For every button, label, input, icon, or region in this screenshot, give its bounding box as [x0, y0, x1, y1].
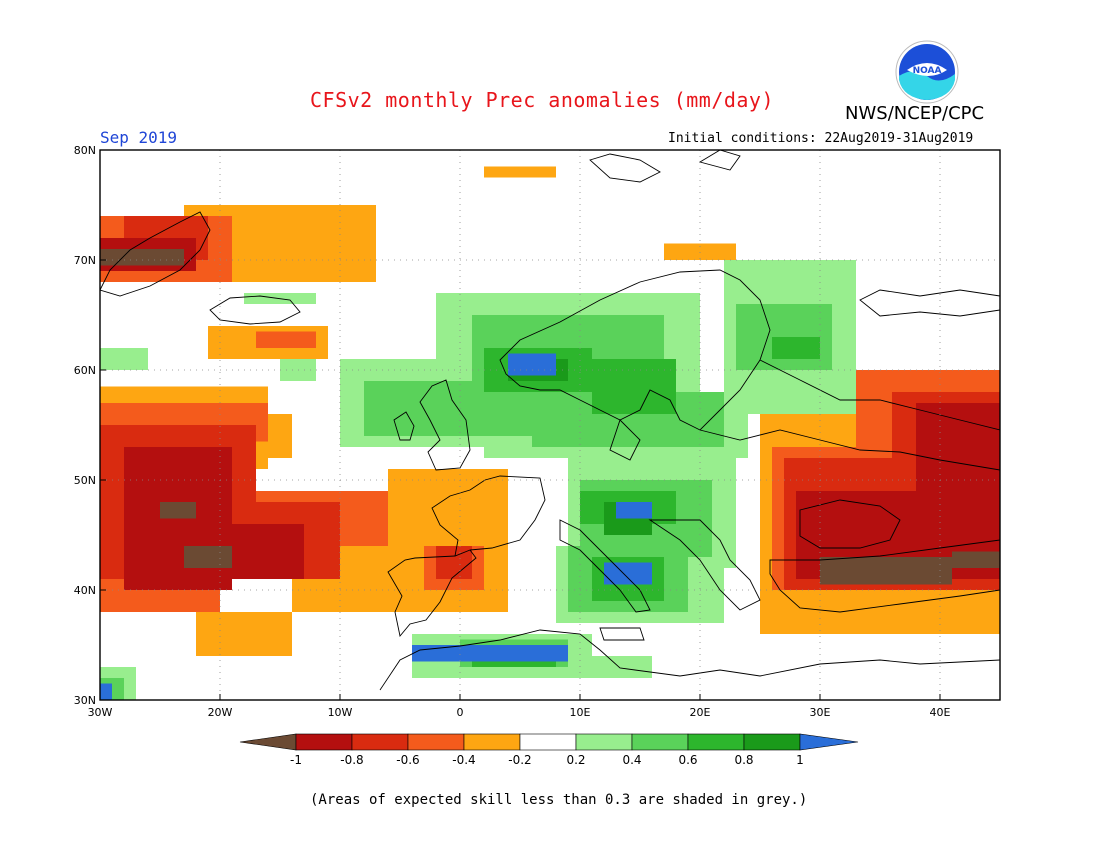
- legend-box: [575, 733, 633, 751]
- anomaly-cell-63: [508, 353, 556, 376]
- lon-tick-label: 20W: [208, 706, 233, 719]
- anomaly-cell-65: [604, 562, 652, 585]
- legend-label: 1: [796, 753, 804, 767]
- anomaly-regions: [100, 166, 1000, 700]
- anomaly-cell-35: [100, 348, 148, 370]
- legend-box: [743, 733, 801, 751]
- legend-label: 0.8: [734, 753, 753, 767]
- anomaly-cell-33: [820, 557, 952, 585]
- anomaly-cell-2: [196, 612, 292, 656]
- anomaly-cell-10: [856, 601, 904, 623]
- anomaly-cell-64: [616, 502, 652, 519]
- anomaly-cell-66: [412, 645, 568, 662]
- legend-label: -0.8: [340, 753, 363, 767]
- legend-box: [295, 733, 353, 751]
- legend-label: -0.2: [508, 753, 531, 767]
- legend-box: [407, 733, 465, 751]
- lon-tick-label: 30E: [810, 706, 831, 719]
- lat-tick-label: 40N: [74, 584, 96, 597]
- lon-tick-label: 40E: [930, 706, 951, 719]
- legend-label: 0.6: [678, 753, 697, 767]
- axis-ticks: 30W 20W 10W 0 10E 20E 30E 40E 80N 70N 60N 50N 40N 30N: [74, 144, 951, 719]
- lon-tick-label: 30W: [88, 706, 113, 719]
- legend-label: -0.6: [396, 753, 419, 767]
- legend-box: [463, 733, 521, 751]
- lat-tick-label: 80N: [74, 144, 96, 157]
- legend-label: 0.2: [566, 753, 585, 767]
- legend-arrow-high: [799, 733, 859, 751]
- lon-tick-label: 10E: [570, 706, 591, 719]
- legend-box: [631, 733, 689, 751]
- legend-label: 0.4: [622, 753, 641, 767]
- coastlines: [100, 150, 1000, 691]
- skill-footnote: (Areas of expected skill less than 0.3 a…: [310, 792, 808, 808]
- lon-tick-label: 20E: [690, 706, 711, 719]
- logo-text: NOAA: [913, 66, 942, 76]
- lon-tick-label: 0: [457, 706, 464, 719]
- graticule: [100, 150, 1000, 700]
- anomaly-cell-28: [916, 403, 1000, 491]
- anomaly-cell-57: [772, 337, 820, 359]
- anomaly-cell-31: [160, 502, 196, 519]
- legend-box: [519, 733, 577, 751]
- initial-conditions: Initial conditions: 22Aug2019-31Aug2019: [668, 131, 974, 146]
- anomaly-cell-30: [184, 546, 232, 568]
- lat-tick-label: 30N: [74, 694, 96, 707]
- anomaly-cell-44: [592, 656, 652, 678]
- anomaly-cell-7: [484, 166, 556, 178]
- anomaly-cell-4: [388, 469, 508, 524]
- colorbar-legend: -1 -0.8 -0.6 -0.4 -0.2 0.2 0.4 0.6 0.8 1: [239, 733, 859, 767]
- anomaly-cell-1: [268, 414, 292, 458]
- anomaly-cell-67: [100, 683, 112, 700]
- anomaly-cell-32: [100, 249, 184, 266]
- legend-label: -1: [290, 753, 302, 767]
- map-frame: [99, 149, 1001, 701]
- anomaly-cell-16: [256, 331, 316, 348]
- chart-title: CFSv2 monthly Prec anomalies (mm/day): [310, 88, 775, 112]
- lon-tick-label: 10W: [328, 706, 353, 719]
- anomaly-cell-8: [664, 243, 736, 260]
- anomaly-cell-26: [232, 524, 304, 579]
- legend-label: -0.4: [452, 753, 475, 767]
- anomaly-cell-56: [592, 359, 676, 414]
- lat-tick-label: 70N: [74, 254, 96, 267]
- month-label: Sep 2019: [100, 128, 178, 147]
- legend-box: [687, 733, 745, 751]
- anomaly-cell-34: [952, 551, 1000, 568]
- lat-tick-label: 60N: [74, 364, 96, 377]
- legend-arrow-low: [239, 733, 297, 751]
- noaa-logo: NOAA: [895, 40, 959, 104]
- lat-tick-label: 50N: [74, 474, 96, 487]
- agency-label: NWS/NCEP/CPC: [845, 103, 985, 124]
- legend-box: [351, 733, 409, 751]
